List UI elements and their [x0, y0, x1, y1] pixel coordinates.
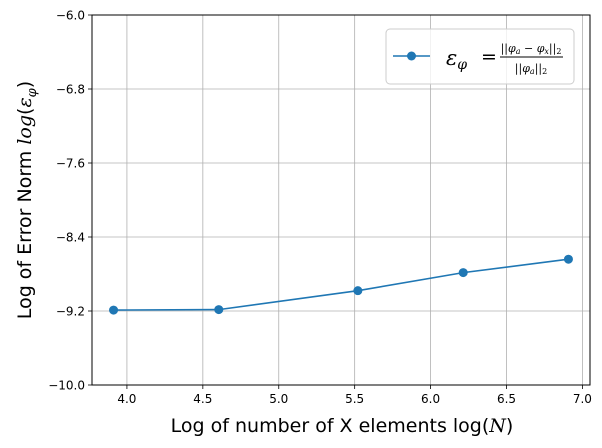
series-layer [109, 254, 573, 315]
data-point [109, 305, 119, 315]
x-tick-label: 6.5 [497, 392, 516, 406]
x-tick-label: 4.5 [193, 392, 212, 406]
legend-box [385, 28, 575, 85]
x-tick-label: 5.5 [345, 392, 364, 406]
legend-denominator: ||φa||2 [515, 62, 547, 76]
x-tick-label: 6.0 [421, 392, 440, 406]
data-point [563, 254, 573, 264]
x-axis-label: Log of number of X elements log(N) [171, 415, 514, 437]
axes-frame [91, 14, 591, 386]
y-tick-label: −9.2 [56, 305, 85, 319]
y-tick-label: −7.6 [56, 157, 85, 171]
x-tick-label: 7.0 [573, 392, 592, 406]
x-tick-label: 4.0 [117, 392, 136, 406]
y-tick-label: −6.0 [56, 9, 85, 23]
y-ticks: −10.0 −9.2 −8.4 −7.6 −6.8 −6.0 [48, 9, 92, 393]
y-tick-label: −8.4 [56, 231, 85, 245]
x-tick-label: 5.0 [269, 392, 288, 406]
x-ticks: 4.0 4.5 5.0 5.5 6.0 6.5 7.0 [117, 385, 592, 406]
y-axis-label: Log of Error Norm log(εφ) [14, 81, 40, 319]
data-point [458, 268, 468, 278]
legend: εφ = ||φa − φx||2 ||φa||2 [385, 28, 575, 85]
y-tick-label: −6.8 [56, 83, 85, 97]
data-point [214, 305, 224, 315]
legend-lhs: εφ [446, 46, 467, 73]
y-tick-label: −10.0 [48, 379, 85, 393]
legend-equals: = [481, 46, 497, 68]
data-point [353, 286, 363, 296]
legend-numerator: ||φa − φx||2 [501, 42, 562, 56]
legend-marker [407, 51, 416, 61]
